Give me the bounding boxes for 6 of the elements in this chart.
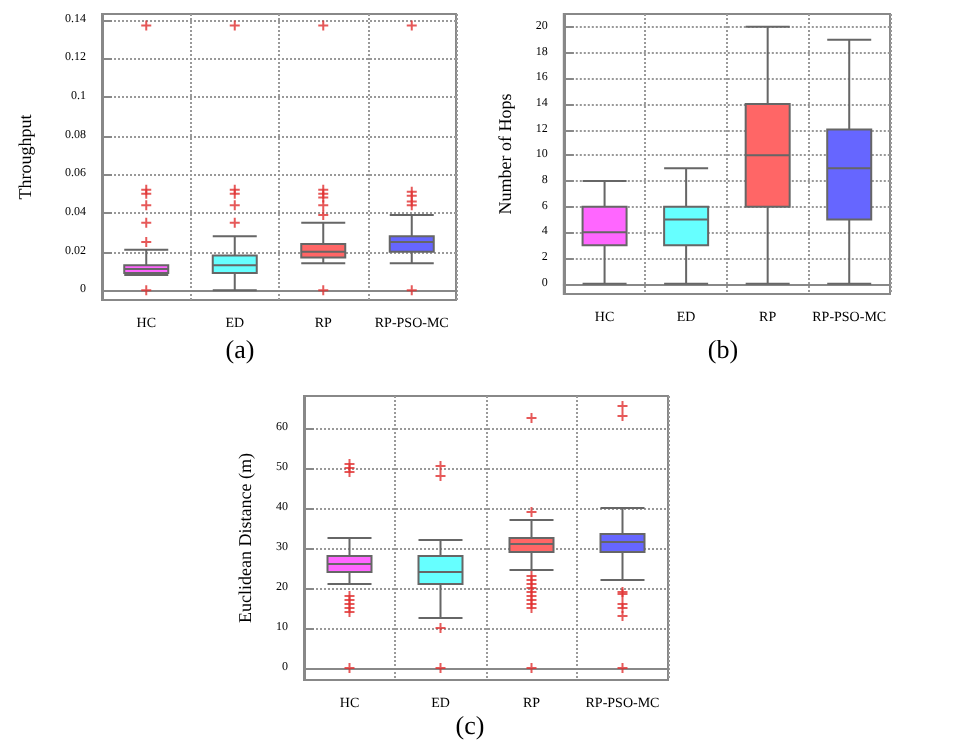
y-axis-title: Euclidean Distance (m): [235, 453, 256, 623]
text: (b): [707, 334, 739, 364]
text: (c): [455, 710, 485, 740]
y-axis-title: Number of Hops: [495, 92, 515, 215]
text: (a): [225, 334, 255, 364]
y-axis-title: Throughput: [15, 113, 35, 200]
